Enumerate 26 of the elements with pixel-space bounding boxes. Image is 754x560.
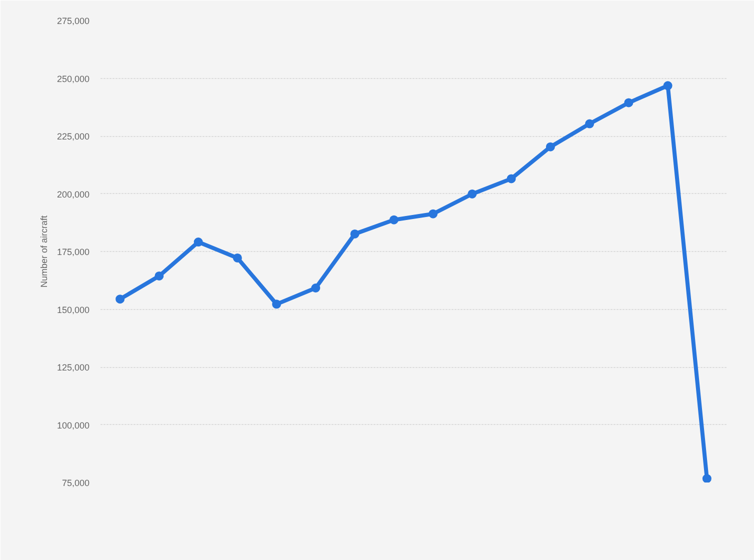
y-tick-label: 150,000 [56,304,90,315]
point [428,209,438,218]
point [272,300,282,309]
point [585,119,594,128]
y-tick-label: 275,000 [56,16,90,26]
y-tick-label: 175,000 [56,247,90,257]
point [506,174,516,184]
point [350,229,360,238]
y-axis-title: Number of aircraft [38,214,49,288]
point [154,271,164,280]
point [663,81,672,90]
y-tick-label: 75,000 [62,478,90,488]
y-tick-label: 225,000 [56,132,90,142]
y-tick-label: 250,000 [56,74,90,84]
point [232,253,242,262]
point [624,98,634,108]
point [546,142,555,152]
point [702,474,712,482]
point [116,294,125,304]
point [389,215,398,224]
point [468,189,477,198]
y-tick-label: 200,000 [56,189,90,200]
y-tick-label: 125,000 [56,362,90,372]
point [311,284,320,292]
point [194,238,203,247]
y-tick-label: 100,000 [56,420,90,430]
